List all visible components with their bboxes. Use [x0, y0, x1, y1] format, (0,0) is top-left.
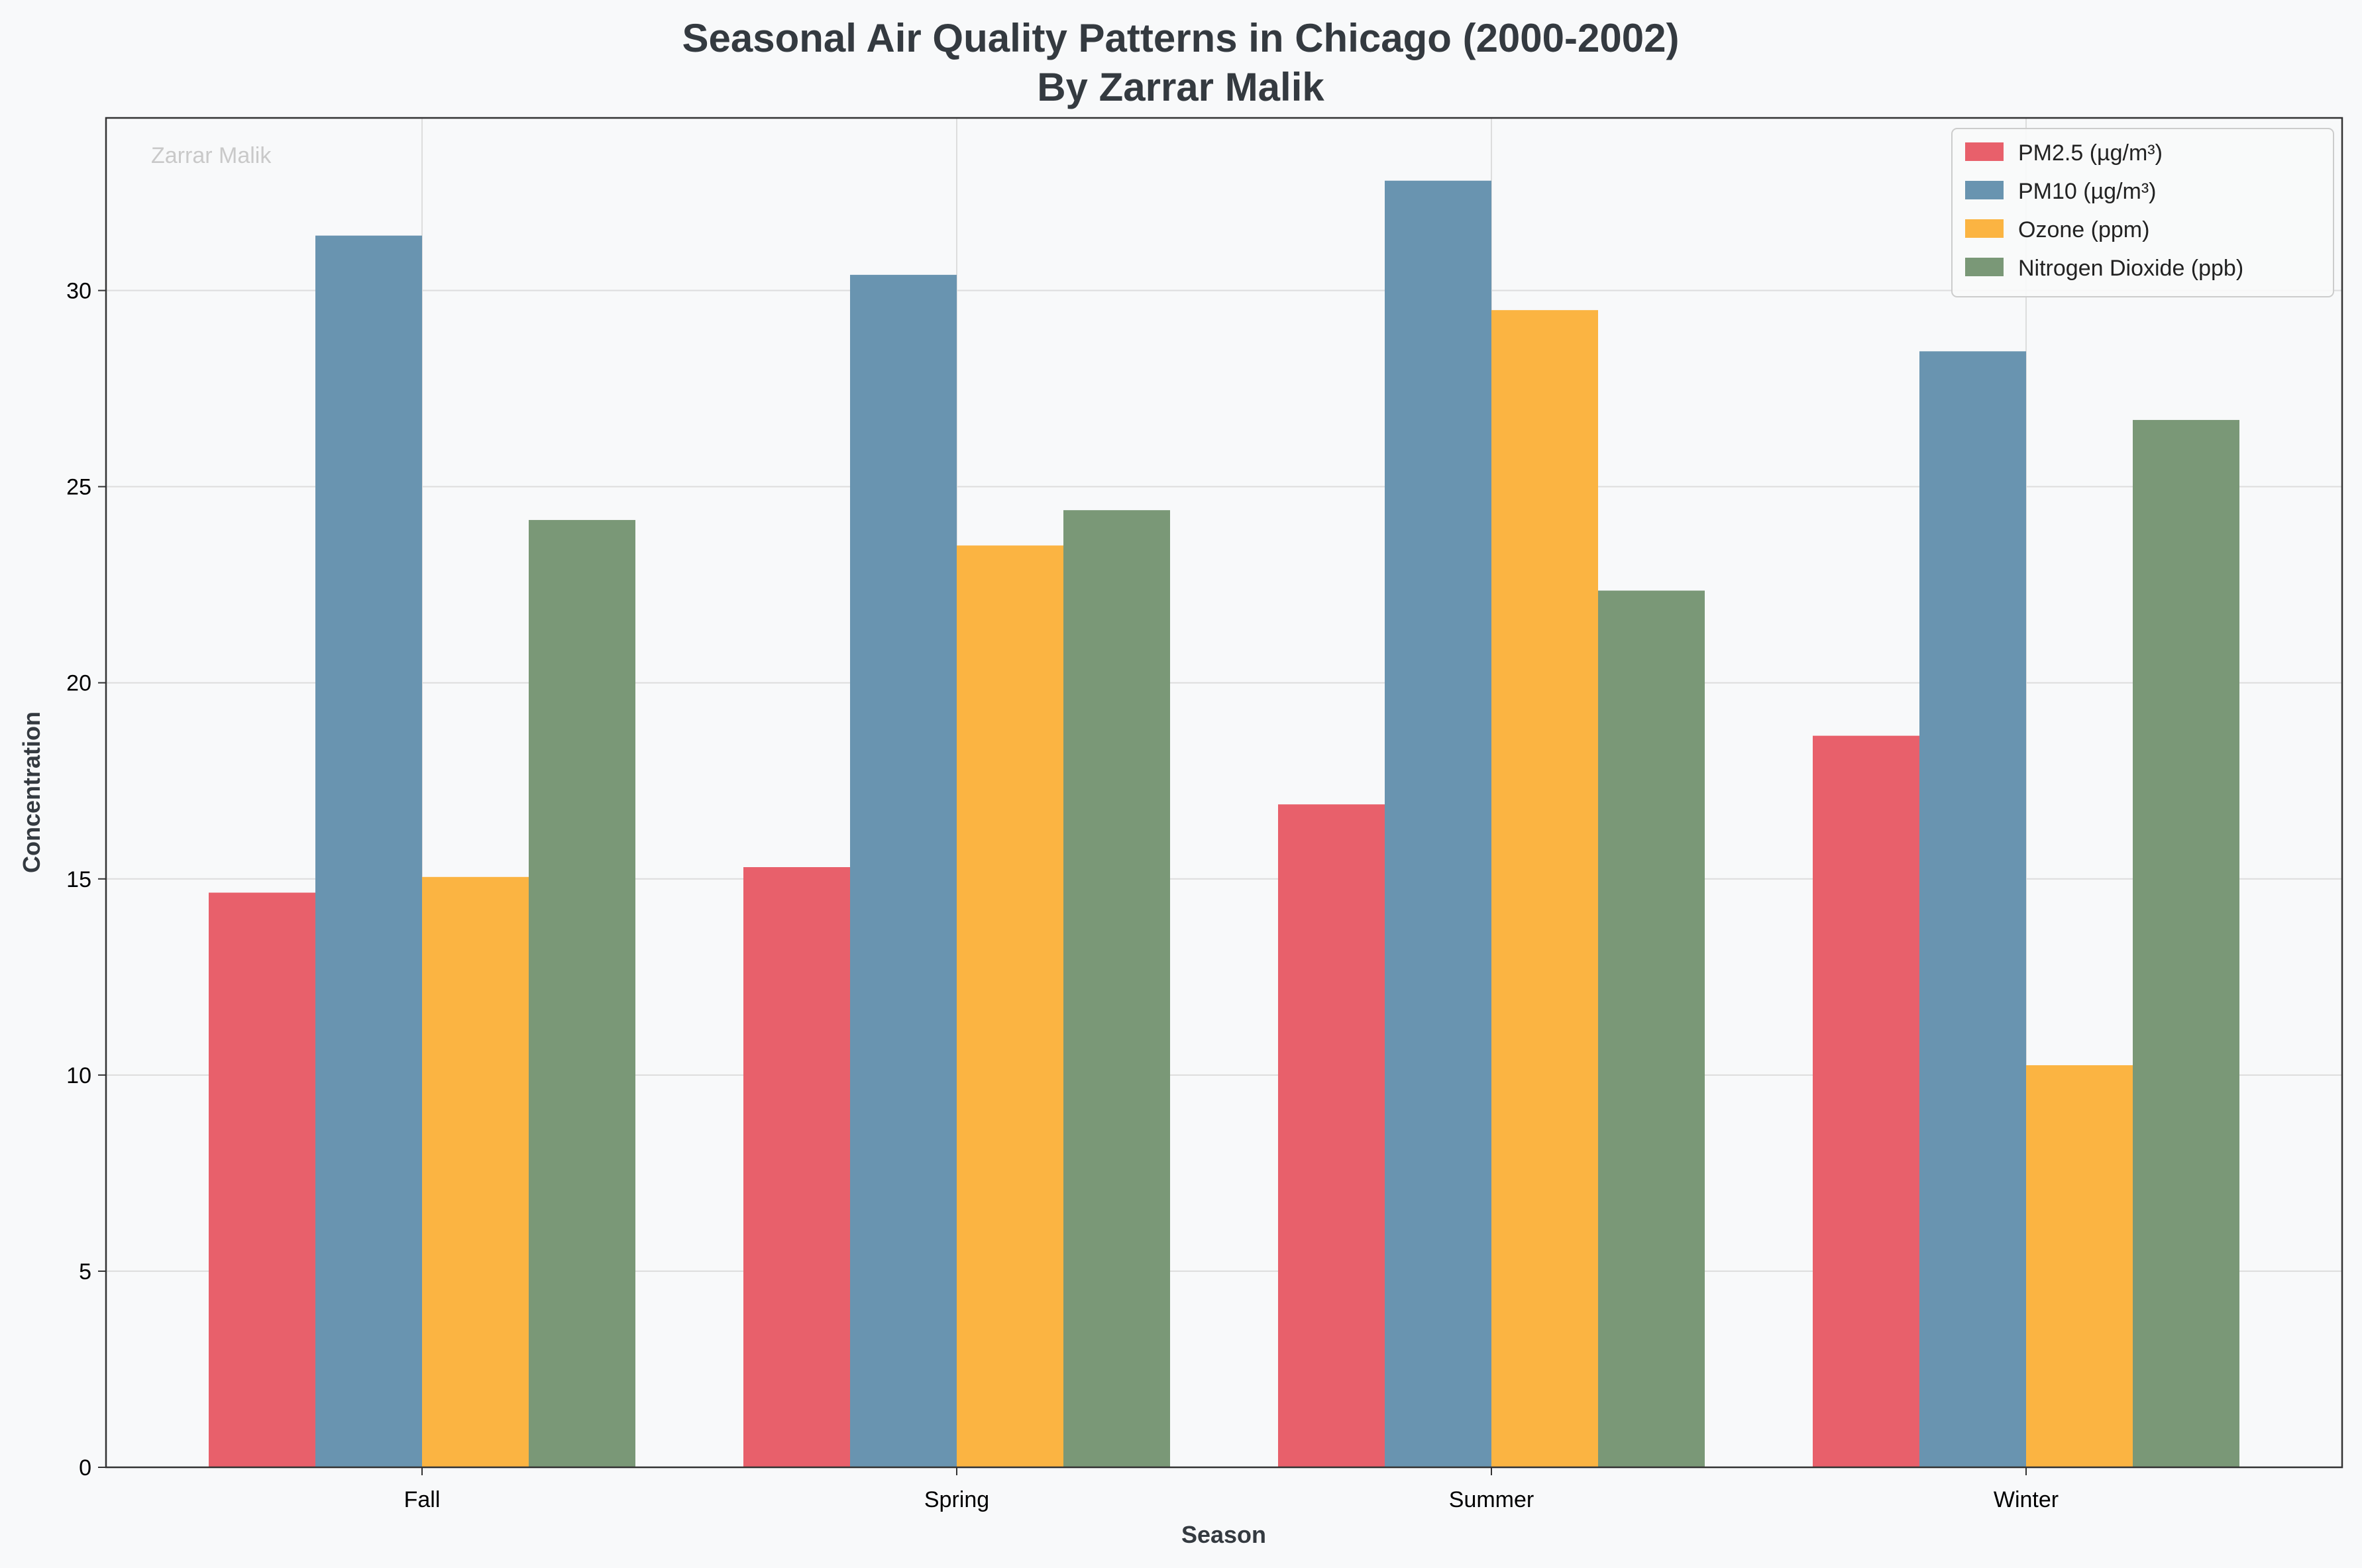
legend-entry: Nitrogen Dioxide (ppb)	[2018, 256, 2243, 281]
chart-subtitle: By Zarrar Malik	[1037, 65, 1324, 109]
legend-swatch	[1965, 258, 2004, 276]
bars	[209, 180, 2239, 1468]
bar-series2-spring	[957, 545, 1063, 1467]
x-tick-label-spring: Spring	[924, 1487, 989, 1512]
legend-swatch	[1965, 181, 2004, 199]
y-tick-label: 0	[79, 1455, 91, 1481]
bar-series3-fall	[529, 519, 635, 1467]
watermark: Zarrar Malik	[151, 143, 272, 168]
legend-entry: Ozone (ppm)	[2018, 217, 2149, 242]
bar-series2-winter	[2026, 1065, 2133, 1467]
x-tick-label-fall: Fall	[404, 1487, 441, 1512]
y-tick-label: 15	[66, 867, 91, 892]
legend-swatch	[1965, 142, 2004, 161]
bar-series3-winter	[2133, 419, 2239, 1467]
bar-series1-winter	[1919, 351, 2026, 1467]
x-tick-label-winter: Winter	[1994, 1487, 2059, 1512]
bar-series1-summer	[1385, 180, 1491, 1468]
y-tick-label: 30	[66, 279, 91, 304]
legend-entry: PM2.5 (µg/m³)	[2018, 140, 2163, 166]
y-axis-label: Concentration	[18, 711, 45, 873]
legend: PM2.5 (µg/m³) PM10 (µg/m³) Ozone (ppm) Nitr…	[1951, 128, 2334, 297]
x-axis-label: Season	[1181, 1521, 1266, 1548]
bar-series1-fall	[315, 235, 422, 1467]
ticks: 0 5 10 15 20 25 30 Fall Spring Summer Winter	[66, 279, 2059, 1512]
chart-title: Seasonal Air Quality Patterns in Chicago…	[682, 16, 1680, 60]
bar-series0-winter	[1813, 735, 1919, 1467]
bar-series3-spring	[1063, 510, 1170, 1468]
bar-series0-spring	[743, 867, 850, 1467]
y-tick-label: 10	[66, 1063, 91, 1088]
bar-series3-summer	[1598, 590, 1705, 1467]
y-tick-label: 20	[66, 671, 91, 696]
legend-box	[1951, 128, 2334, 297]
plot-frame	[105, 117, 2343, 1469]
bar-series2-fall	[422, 876, 529, 1467]
y-tick-label: 5	[79, 1259, 91, 1284]
bar-series2-summer	[1491, 310, 1598, 1468]
bar-series0-fall	[209, 892, 315, 1467]
y-tick-label: 25	[66, 475, 91, 500]
legend-swatch	[1965, 219, 2004, 238]
legend-entry: PM10 (µg/m³)	[2018, 179, 2157, 204]
x-tick-label-summer: Summer	[1449, 1487, 1534, 1512]
bar-series0-summer	[1278, 804, 1385, 1467]
bar-series1-spring	[850, 274, 957, 1467]
